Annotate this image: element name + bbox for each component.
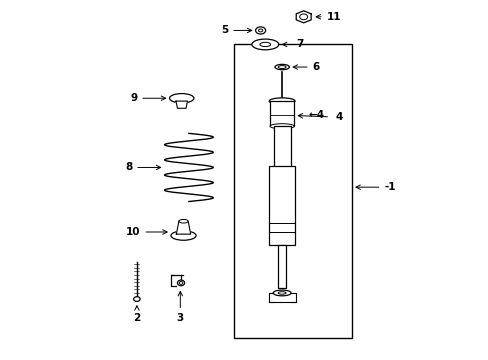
Ellipse shape bbox=[269, 98, 294, 104]
Bar bbox=[269, 166, 294, 244]
Text: 11: 11 bbox=[316, 12, 341, 22]
Ellipse shape bbox=[177, 280, 184, 286]
Ellipse shape bbox=[251, 39, 278, 50]
Ellipse shape bbox=[171, 231, 196, 240]
Ellipse shape bbox=[260, 42, 270, 46]
Text: 4: 4 bbox=[335, 112, 342, 122]
Text: 3: 3 bbox=[176, 292, 183, 323]
Polygon shape bbox=[296, 11, 310, 23]
Text: 10: 10 bbox=[126, 227, 167, 237]
Bar bbox=[269, 101, 294, 126]
Ellipse shape bbox=[179, 220, 188, 223]
Ellipse shape bbox=[273, 290, 290, 296]
Text: 9: 9 bbox=[130, 93, 165, 103]
Text: 2: 2 bbox=[133, 306, 140, 323]
Ellipse shape bbox=[258, 29, 262, 32]
Bar bbox=[273, 126, 290, 169]
Polygon shape bbox=[176, 221, 190, 234]
Bar bbox=[233, 44, 351, 338]
Ellipse shape bbox=[179, 282, 183, 284]
Text: 8: 8 bbox=[125, 162, 161, 172]
Ellipse shape bbox=[299, 14, 307, 20]
Ellipse shape bbox=[255, 27, 265, 34]
Ellipse shape bbox=[169, 94, 194, 103]
Ellipse shape bbox=[274, 64, 289, 70]
Text: -1: -1 bbox=[355, 182, 395, 192]
Ellipse shape bbox=[278, 66, 285, 68]
Polygon shape bbox=[176, 101, 187, 108]
Text: 7: 7 bbox=[282, 40, 303, 49]
Bar bbox=[278, 244, 285, 288]
Ellipse shape bbox=[269, 124, 294, 129]
Text: 6: 6 bbox=[293, 62, 319, 72]
Text: 5: 5 bbox=[221, 26, 251, 35]
Text: ←4: ←4 bbox=[308, 111, 324, 121]
Ellipse shape bbox=[133, 297, 140, 301]
Ellipse shape bbox=[278, 292, 285, 294]
